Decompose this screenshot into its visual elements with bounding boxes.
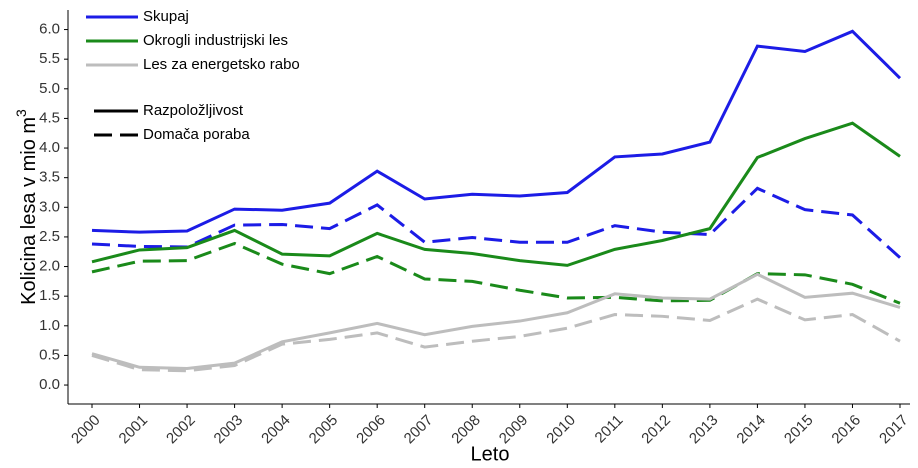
x-tick-label: 2001 — [116, 412, 152, 448]
y-tick-label: 0.0 — [39, 376, 60, 393]
series-line — [91, 29, 902, 234]
legend-style-label: Razpoložljivost — [143, 102, 244, 119]
y-tick-label: 2.0 — [39, 258, 60, 275]
y-axis-title-text: Kolicina lesa v mio m — [18, 117, 40, 305]
y-tick-label: 3.0 — [39, 198, 60, 215]
y-tick-label: 1.0 — [39, 317, 60, 334]
x-tick-label: 2011 — [592, 412, 627, 447]
legend-label: Les za energetsko rabo — [143, 56, 300, 73]
y-tick-label: 4.0 — [39, 139, 60, 156]
x-tick-label: 2003 — [211, 412, 247, 448]
legend-style-label: Domača poraba — [143, 126, 250, 143]
x-tick-label: 2010 — [543, 412, 579, 448]
x-tick-label: 2014 — [733, 412, 769, 448]
y-tick-label: 5.5 — [39, 50, 60, 67]
series-line — [91, 186, 902, 259]
x-tick-label: 2016 — [828, 412, 864, 448]
y-tick-label: 1.5 — [39, 287, 60, 304]
x-tick-label: 2009 — [496, 412, 532, 448]
series-line — [91, 297, 901, 373]
y-axis-title-sup: 3 — [13, 109, 29, 117]
y-axis-title: Kolicina lesa v mio m3 — [13, 109, 41, 305]
series-line — [91, 241, 901, 305]
series-line — [91, 272, 901, 370]
x-tick-label: 2017 — [876, 412, 912, 448]
y-tick-label: 2.5 — [39, 228, 60, 245]
y-tick-label: 6.0 — [39, 21, 60, 38]
x-axis-title: Leto — [471, 443, 510, 465]
x-tick-label: 2006 — [353, 412, 389, 448]
x-tick-label: 2002 — [163, 412, 199, 448]
legend-label: Skupaj — [143, 8, 189, 25]
x-tick-label: 2005 — [306, 412, 342, 448]
x-tick-label: 2008 — [448, 412, 484, 448]
x-tick-label: 2015 — [781, 412, 817, 448]
legend-label: Okrogli industrijski les — [143, 32, 288, 49]
y-tick-label: 3.5 — [39, 169, 60, 186]
series-line — [91, 121, 901, 267]
y-tick-label: 5.0 — [39, 80, 60, 97]
x-tick-label: 2004 — [258, 412, 294, 448]
y-tick-label: 0.5 — [39, 346, 60, 363]
x-tick-label: 2012 — [638, 412, 674, 448]
x-tick-label: 2013 — [686, 412, 722, 448]
y-tick-label: 4.5 — [39, 109, 60, 126]
x-tick-label: 2000 — [68, 412, 104, 448]
x-tick-label: 2007 — [401, 412, 437, 448]
